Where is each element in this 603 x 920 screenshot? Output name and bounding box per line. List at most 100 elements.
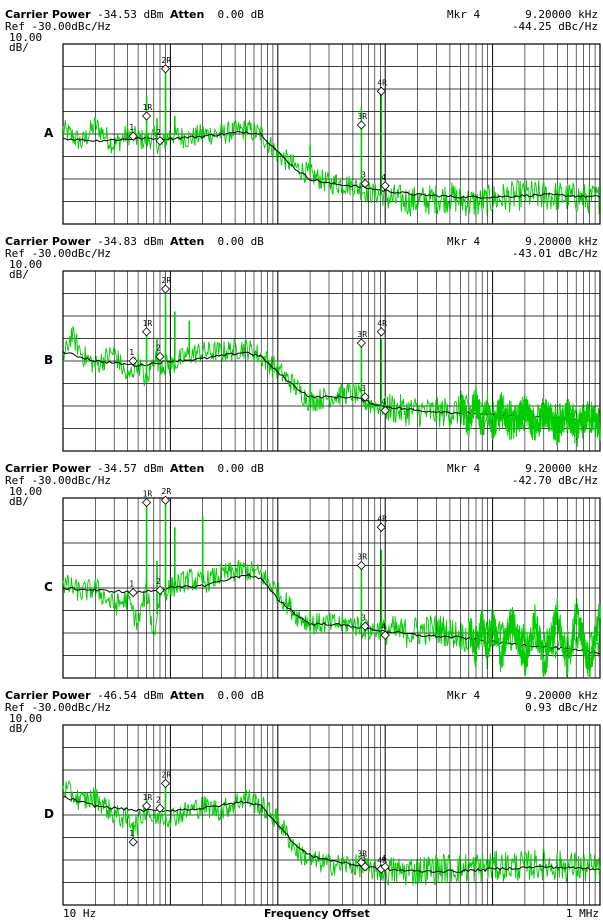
marker-text: 3 — [361, 384, 366, 393]
reference-level: Ref -30.00dBc/Hz — [5, 474, 111, 487]
marker-text: 2R — [162, 487, 172, 496]
marker-diamond — [160, 778, 171, 789]
panel-c: Carrier Power -34.57 dBm Atten 0.00 dB Mk… — [0, 462, 603, 689]
marker-value: -43.01 dBc/Hz — [511, 247, 598, 260]
marker-text: 4R — [377, 319, 387, 328]
panel-a: Carrier Power -34.53 dBm Atten 0.00 dB Mk… — [0, 8, 603, 235]
marker-text: 3R — [357, 849, 367, 858]
marker-diamond — [360, 392, 370, 402]
atten-value: 0.00 dB — [204, 235, 264, 248]
marker-text: 2 — [156, 577, 161, 586]
atten-value: 0.00 dB — [204, 8, 264, 21]
marker-text: 1R — [143, 103, 153, 112]
marker-text: 2R — [162, 276, 172, 285]
marker-frequency: 9.20000 kHz — [525, 235, 598, 248]
carrier-power-label: Carrier Power — [5, 235, 91, 248]
carrier-power-header: Carrier Power -46.54 dBm Atten 0.00 dB — [5, 690, 264, 701]
marker-text: 3R — [357, 330, 367, 339]
noise-trace — [459, 386, 601, 447]
panel-label: A — [44, 126, 54, 140]
marker-diamond — [142, 801, 152, 811]
marker-text: 1 — [129, 348, 134, 357]
marker-label: Mkr 4 — [447, 235, 481, 248]
marker-diamond — [128, 356, 138, 366]
marker-diamond — [380, 862, 390, 872]
panel-label: C — [44, 580, 53, 594]
marker-value: -42.70 dBc/Hz — [511, 474, 598, 487]
marker-text: 4 — [381, 622, 386, 631]
marker-text: 2 — [156, 344, 161, 353]
carrier-power-header: Carrier Power -34.53 dBm Atten 0.00 dB — [5, 9, 264, 20]
carrier-power-value: -34.57 dBm — [90, 462, 170, 475]
reference-level: Ref -30.00dBc/Hz — [5, 20, 111, 33]
marker-frequency: 9.20000 kHz — [525, 689, 598, 702]
spectrum-plot: 1R 2R 3R 4R 1 2 3 4 — [62, 43, 601, 225]
marker-diamond — [160, 64, 171, 74]
marker-text: 1R — [143, 490, 153, 499]
marker-text: 2R — [162, 771, 172, 780]
marker-diamond — [376, 86, 386, 96]
marker-diamond — [155, 136, 165, 146]
carrier-power-label: Carrier Power — [5, 8, 91, 21]
marker-text: 1 — [129, 829, 134, 838]
marker-frequency: 9.20000 kHz — [525, 462, 598, 475]
scale-per-division: 10.00 dB/ — [9, 258, 43, 281]
marker-text: 1 — [129, 580, 134, 589]
marker-diamond — [142, 497, 152, 508]
carrier-power-label: Carrier Power — [5, 462, 91, 475]
averaged-trace — [62, 130, 601, 199]
noise-trace — [62, 117, 601, 217]
marker-frequency: 9.20000 kHz — [525, 8, 598, 21]
spectrum-plot: 1R 2R 3R 4R 1 2 3 4 — [62, 270, 601, 452]
panel-d: Carrier Power -46.54 dBm Atten 0.00 dB Mk… — [0, 689, 603, 920]
marker-label: Mkr 4 — [447, 462, 481, 475]
averaged-trace — [62, 795, 601, 874]
panel-label: B — [44, 353, 54, 367]
marker-label: Mkr 4 — [447, 689, 481, 702]
marker-value: 0.93 dBc/Hz — [525, 701, 598, 714]
x-start-label: 10 Hz — [63, 907, 97, 920]
panel-label: D — [44, 807, 54, 821]
carrier-power-label: Carrier Power — [5, 689, 91, 702]
atten-value: 0.00 dB — [204, 462, 264, 475]
scale-per-division: 10.00 dB/ — [9, 485, 43, 508]
scale-per-division: 10.00 dB/ — [9, 31, 43, 54]
marker-text: 3R — [357, 553, 367, 562]
noise-trace — [62, 559, 601, 661]
marker-diamond — [128, 587, 138, 598]
spectrum-plot: 1R 2R 3R 4R 1 2 3 4 — [62, 724, 601, 906]
marker-text: 2 — [156, 128, 161, 137]
x-axis-title: Frequency Offset — [264, 907, 370, 920]
marker-text: 4R — [377, 78, 387, 87]
marker-diamond — [356, 560, 366, 571]
marker-diamond — [142, 327, 152, 337]
marker-diamond — [380, 630, 390, 640]
marker-diamond — [360, 862, 370, 872]
marker-diamond — [155, 803, 165, 813]
reference-level: Ref -30.00dBc/Hz — [5, 701, 111, 714]
scale-per-division: 10.00 dB/ — [9, 712, 43, 735]
carrier-power-value: -46.54 dBm — [90, 689, 170, 702]
panel-b: Carrier Power -34.83 dBm Atten 0.00 dB Mk… — [0, 235, 603, 462]
marker-diamond — [128, 837, 138, 847]
carrier-power-header: Carrier Power -34.57 dBm Atten 0.00 dB — [5, 463, 264, 474]
marker-text: 1R — [143, 319, 153, 328]
averaged-trace — [62, 573, 601, 655]
marker-diamond — [356, 338, 366, 348]
marker-label: Mkr 4 — [447, 8, 481, 21]
marker-diamond — [155, 585, 165, 595]
noise-trace — [468, 598, 601, 679]
marker-text: 3 — [361, 613, 366, 622]
noise-trace — [62, 779, 601, 886]
marker-diamond — [360, 621, 370, 631]
atten-label: Atten — [169, 689, 205, 702]
carrier-power-header: Carrier Power -34.83 dBm Atten 0.00 dB — [5, 236, 264, 247]
marker-text: 1 — [129, 123, 134, 132]
marker-text: 1R — [143, 793, 153, 802]
atten-label: Atten — [169, 462, 205, 475]
marker-diamond — [160, 284, 171, 294]
marker-text: 4 — [381, 398, 386, 407]
marker-text: 4 — [381, 854, 386, 863]
marker-diamond — [376, 522, 386, 532]
marker-diamond — [380, 181, 390, 191]
